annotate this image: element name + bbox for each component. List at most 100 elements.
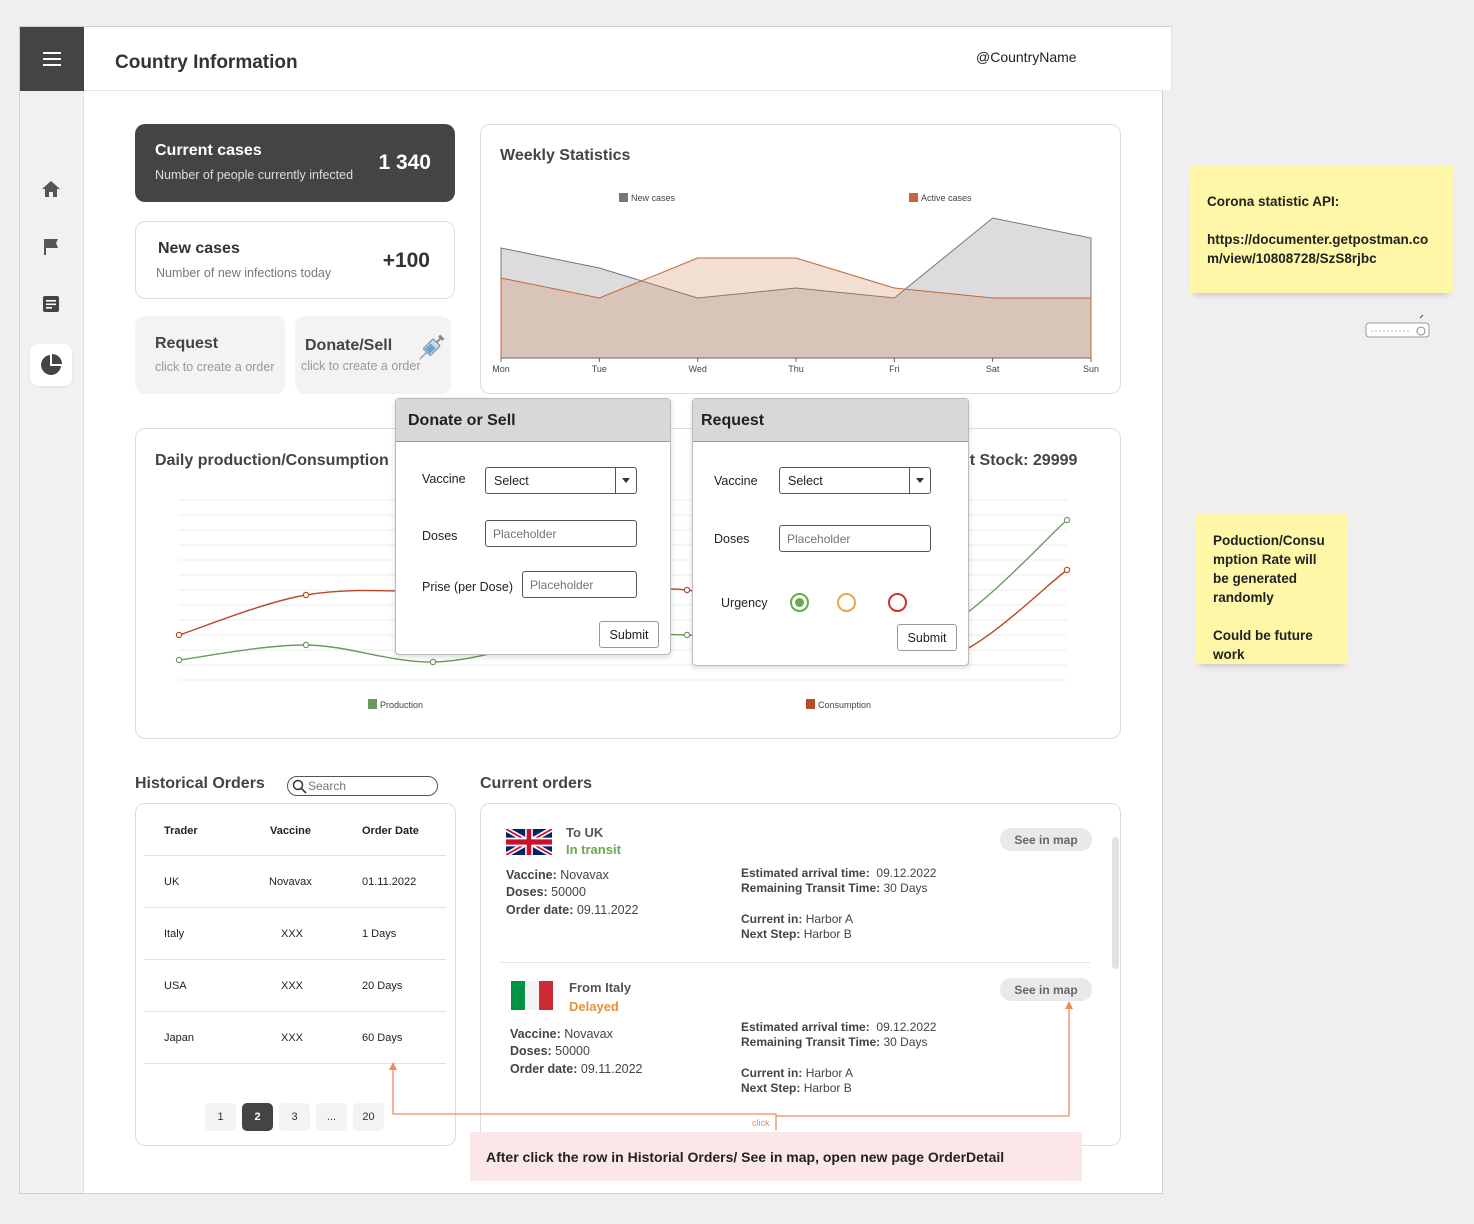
legend-swatch: [619, 193, 628, 202]
page-3-button[interactable]: 3: [279, 1103, 310, 1131]
vaccine-label: Vaccine:: [510, 1027, 561, 1041]
date-value: 09.11.2022: [576, 903, 639, 917]
date-label: Order date:: [506, 903, 574, 917]
table-header: Trader Vaccine Order Date: [144, 817, 446, 856]
next-step-value: Harbor B: [803, 927, 852, 941]
navigation-note-text: After click the row in Historial Orders/…: [486, 1149, 1005, 1165]
chevron-down-icon: [615, 468, 636, 493]
x-tick-label: Thu: [788, 364, 804, 374]
current-in-label: Current in:: [741, 1066, 803, 1080]
current-cases-title: Current cases: [155, 142, 262, 159]
sidebar-item-countries[interactable]: [30, 226, 72, 268]
urgency-low-radio[interactable]: [790, 593, 809, 612]
legend-swatch: [806, 699, 815, 709]
eta-value: 09.12.2022: [876, 866, 937, 880]
header: Country Information @CountryName: [84, 27, 1162, 91]
hamburger-icon: [43, 52, 61, 66]
new-cases-title: New cases: [158, 240, 240, 257]
vaccine-value: Novavax: [560, 868, 609, 882]
donate-price-input[interactable]: [522, 571, 637, 598]
see-in-map-button[interactable]: See in map: [1000, 978, 1092, 1001]
request-vaccine-select[interactable]: Select: [779, 467, 931, 494]
x-tick-label: Sun: [1083, 364, 1099, 374]
sticky-note-production: Poduction/Consu mption Rate will be gene…: [1196, 514, 1348, 664]
current-in-value: Harbor A: [805, 912, 854, 926]
row-vaccine: XXX: [281, 928, 304, 940]
historical-orders-title: Historical Orders: [135, 775, 265, 792]
order-doses: Doses: 50000: [506, 885, 586, 899]
order-next-step: Next Step: Harbor B: [741, 1081, 852, 1095]
row-order-date: 1 Days: [362, 928, 397, 940]
row-vaccine: Novavax: [269, 876, 312, 888]
table-row[interactable]: Italy XXX 1 Days: [144, 908, 446, 960]
arrow-up-icon: [1065, 1001, 1073, 1009]
see-in-map-button[interactable]: See in map: [1000, 828, 1092, 851]
order-vaccine: Vaccine: Novavax: [506, 868, 609, 882]
menu-button[interactable]: [20, 27, 84, 91]
row-vaccine: XXX: [281, 980, 304, 992]
donate-sell-title: Donate/Sell: [305, 337, 393, 354]
donate-vaccine-select[interactable]: Select: [485, 467, 637, 494]
search-input[interactable]: [308, 778, 428, 794]
request-modal-header: Request: [693, 399, 968, 442]
order-eta: Estimated arrival time: 09.12.2022: [741, 866, 936, 880]
next-step-value: Harbor B: [803, 1081, 852, 1095]
donate-modal-header: Donate or Sell: [396, 399, 670, 442]
prod-note-line: work: [1213, 647, 1245, 662]
flag-icon: [44, 239, 58, 255]
home-icon: [42, 181, 60, 197]
page-ellipsis[interactable]: ...: [316, 1103, 347, 1131]
row-order-date: 60 Days: [362, 1032, 403, 1044]
urgency-label: Urgency: [721, 596, 768, 610]
sidebar-item-statistics[interactable]: [30, 344, 72, 386]
urgency-high-radio[interactable]: [888, 593, 907, 612]
page-20-button[interactable]: 20: [353, 1103, 384, 1131]
x-tick-label: Fri: [889, 364, 900, 374]
doses-value: 50000: [551, 885, 586, 899]
data-point: [683, 631, 691, 639]
sidebar-item-home[interactable]: [30, 168, 72, 210]
data-point: [175, 656, 183, 664]
urgency-medium-radio[interactable]: [837, 593, 856, 612]
donate-sell-button[interactable]: Donate/Sell click to create a order: [295, 316, 451, 394]
order-direction: From Italy: [569, 980, 632, 995]
weekly-chart: Mon Tue Wed Thu Fri Sat Sun New cases Active cas…: [492, 193, 1099, 374]
notes-icon: [43, 296, 59, 312]
connector-line-map: [776, 1006, 1070, 1117]
page-2-button[interactable]: 2: [242, 1103, 273, 1131]
new-cases-card: New cases Number of new infections today…: [135, 221, 455, 299]
x-tick-label: Wed: [688, 364, 706, 374]
donate-doses-input[interactable]: [485, 520, 637, 547]
x-tick-label: Sat: [986, 364, 1000, 374]
page-title: Country Information: [115, 52, 298, 73]
remaining-label: Remaining Transit Time:: [741, 1035, 881, 1049]
donate-submit-button[interactable]: Submit: [599, 621, 659, 648]
request-doses-input[interactable]: [779, 525, 931, 552]
doses-value: 50000: [555, 1044, 590, 1058]
row-trader: UK: [164, 876, 180, 888]
col-order-date: Order Date: [362, 825, 419, 837]
api-note-line: Corona statistic API:: [1207, 194, 1340, 209]
uk-flag-icon: [506, 829, 552, 855]
request-doses-label: Doses: [714, 532, 750, 546]
pie-chart-icon: [41, 354, 62, 375]
table-row[interactable]: UK Novavax 01.11.2022: [144, 856, 446, 908]
donate-sell-subtitle: click to create a order: [301, 359, 421, 373]
orders-scrollbar[interactable]: [1112, 837, 1119, 969]
sticky-note-api: Corona statistic API: https://documenter…: [1190, 166, 1453, 293]
request-submit-button[interactable]: Submit: [897, 624, 957, 651]
data-point: [683, 586, 691, 594]
keyboard-icon: [1365, 314, 1430, 338]
italy-flag-icon: [511, 981, 553, 1010]
connector-line-history: [392, 1068, 777, 1130]
sidebar-item-orders[interactable]: [30, 283, 72, 325]
order-eta: Estimated arrival time: 09.12.2022: [741, 1020, 936, 1034]
historical-search[interactable]: [287, 776, 438, 796]
new-cases-subtitle: Number of new infections today: [156, 266, 332, 280]
table-row[interactable]: Japan XXX 60 Days: [144, 1012, 446, 1064]
page-1-button[interactable]: 1: [205, 1103, 236, 1131]
table-row[interactable]: USA XXX 20 Days: [144, 960, 446, 1012]
request-button[interactable]: Request click to create a order: [135, 316, 285, 394]
order-vaccine: Vaccine: Novavax: [510, 1027, 613, 1041]
next-step-label: Next Step:: [741, 1081, 801, 1095]
